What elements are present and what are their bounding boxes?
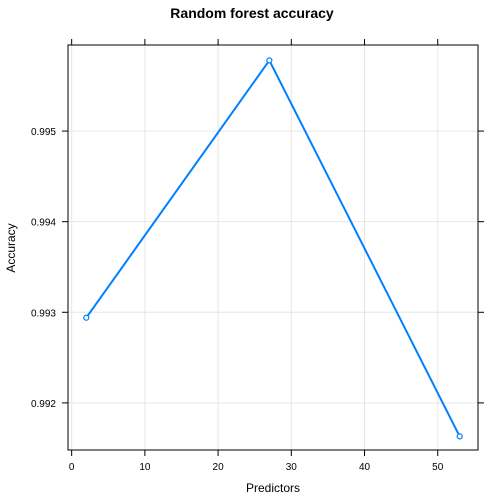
x-axis-label: Predictors — [246, 481, 300, 495]
x-tick-label: 0 — [69, 462, 75, 473]
series-layer — [83, 57, 463, 440]
axis-ticks — [62, 39, 484, 456]
data-point — [83, 314, 90, 321]
y-tick-label: 0.994 — [31, 218, 56, 229]
data-point — [456, 433, 463, 440]
x-tick-label: 20 — [213, 462, 225, 473]
y-tick-label: 0.993 — [31, 308, 56, 319]
chart-title: Random forest accuracy — [170, 5, 334, 21]
x-tick-label: 10 — [139, 462, 151, 473]
plot-frame — [67, 44, 479, 451]
x-tick-label: 50 — [432, 462, 444, 473]
x-tick-label: 40 — [359, 462, 371, 473]
grid-lines — [68, 45, 478, 450]
data-point — [266, 57, 273, 64]
y-axis-label: Accuracy — [4, 223, 18, 272]
tick-labels: 0 10 20 30 40 50 0.992 0.993 0.994 0.995 — [31, 127, 444, 473]
y-tick-label: 0.992 — [31, 399, 56, 410]
x-tick-label: 30 — [286, 462, 298, 473]
y-tick-label: 0.995 — [31, 127, 56, 138]
series-line — [85, 58, 461, 437]
